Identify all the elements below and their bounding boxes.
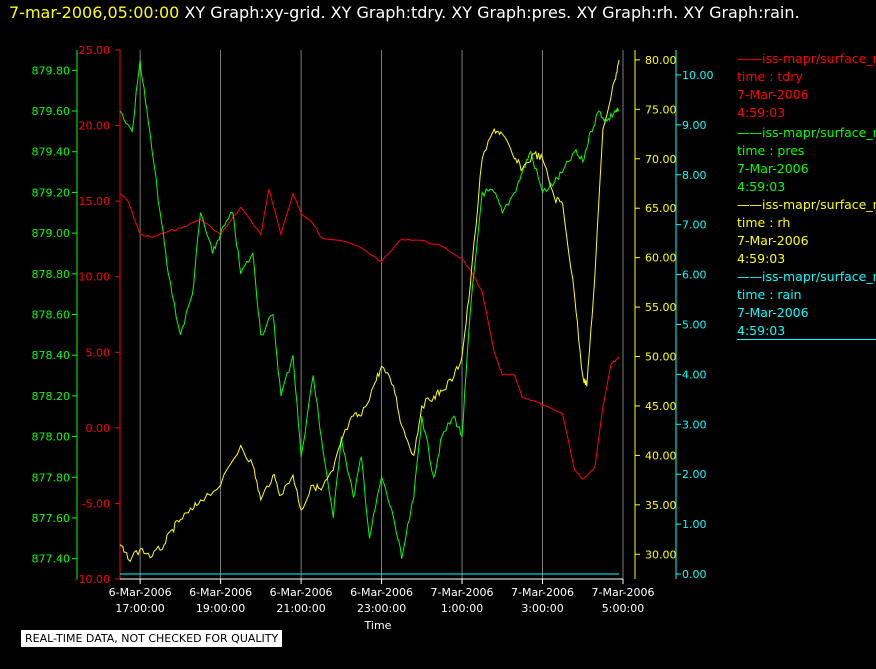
x-axis-label: Time [364, 619, 392, 632]
legend-name: ——iss-mapr/surface_n [737, 269, 876, 284]
rh-tick-label: 50.00 [645, 351, 677, 364]
x-tick-date-label: 7-Mar-2006 [592, 586, 655, 599]
tdry-tick-label: -10.00 [75, 573, 110, 586]
pres-tick-label: 878.40 [32, 349, 71, 362]
rain-tick-label: 10.00 [682, 69, 714, 82]
x-tick-date-label: 7-Mar-2006 [431, 586, 494, 599]
rh-tick-label: 80.00 [645, 54, 677, 67]
legend-var: time : pres [737, 143, 805, 158]
rain-tick-label: 6.00 [682, 269, 707, 282]
rain-tick-label: 9.00 [682, 119, 707, 132]
pres-tick-label: 877.80 [32, 471, 71, 484]
rh-tick-label: 60.00 [645, 252, 677, 265]
legend-time: 4:59:03 [737, 251, 786, 266]
x-tick-time-label: 3:00:00 [521, 602, 563, 615]
quality-disclaimer: REAL-TIME DATA, NOT CHECKED FOR QUALITY [21, 630, 283, 647]
legend-bottom-rule [737, 339, 876, 340]
pres-tick-label: 879.60 [32, 105, 71, 118]
rain-tick-label: 1.00 [682, 518, 707, 531]
x-tick-time-label: 5:00:00 [602, 602, 644, 615]
rain-tick-label: 3.00 [682, 418, 707, 431]
rh-tick-label: 75.00 [645, 103, 677, 116]
title-timestamp: 7-mar-2006,05:00:00 [9, 3, 180, 22]
x-tick-time-label: 1:00:00 [441, 602, 483, 615]
rh-tick-label: 30.00 [645, 548, 677, 561]
pres-tick-label: 878.20 [32, 390, 71, 403]
series-line-tdry [119, 188, 620, 480]
legend-var: time : tdry [737, 69, 803, 84]
legend-time: 4:59:03 [737, 105, 786, 120]
tdry-tick-label: 10.00 [79, 271, 111, 284]
rain-tick-label: 8.00 [682, 169, 707, 182]
x-tick-date-label: 6-Mar-2006 [109, 586, 172, 599]
pres-tick-label: 878.00 [32, 431, 71, 444]
legend-var: time : rh [737, 215, 791, 230]
pres-tick-label: 879.80 [32, 64, 71, 77]
legend-date: 7-Mar-2006 [737, 87, 809, 102]
rain-tick-label: 2.00 [682, 468, 707, 481]
x-tick-date-label: 6-Mar-2006 [270, 586, 333, 599]
pres-tick-label: 877.40 [32, 553, 71, 566]
tdry-tick-label: -5.00 [82, 497, 110, 510]
series-line-pres [119, 60, 620, 559]
rain-tick-label: 0.00 [682, 568, 707, 581]
pres-tick-label: 878.80 [32, 268, 71, 281]
legend-time: 4:59:03 [737, 323, 786, 338]
tdry-tick-label: 15.00 [79, 195, 111, 208]
x-tick-time-label: 21:00:00 [276, 602, 325, 615]
pres-tick-label: 879.40 [32, 146, 71, 159]
legend-date: 7-Mar-2006 [737, 161, 809, 176]
tdry-tick-label: 0.00 [86, 422, 111, 435]
rain-tick-label: 7.00 [682, 219, 707, 232]
pres-tick-label: 878.60 [32, 309, 71, 322]
chart-title: 7-mar-2006,05:00:00 XY Graph:xy-grid. XY… [9, 3, 800, 22]
x-tick-time-label: 19:00:00 [196, 602, 245, 615]
rh-tick-label: 40.00 [645, 449, 677, 462]
rh-tick-label: 65.00 [645, 202, 677, 215]
legend-time: 4:59:03 [737, 179, 786, 194]
rh-tick-label: 70.00 [645, 153, 677, 166]
rain-tick-label: 5.00 [682, 318, 707, 331]
rain-tick-label: 4.00 [682, 368, 707, 381]
x-tick-date-label: 6-Mar-2006 [189, 586, 252, 599]
rh-tick-label: 35.00 [645, 499, 677, 512]
tdry-tick-label: 25.00 [79, 44, 111, 57]
title-graph-list: XY Graph:xy-grid. XY Graph:tdry. XY Grap… [184, 3, 800, 22]
x-tick-time-label: 23:00:00 [357, 602, 406, 615]
legend-var: time : rain [737, 287, 802, 302]
legend-name: ——iss-mapr/surface_n [737, 51, 876, 66]
rh-tick-label: 55.00 [645, 301, 677, 314]
pres-tick-label: 879.20 [32, 186, 71, 199]
x-tick-date-label: 6-Mar-2006 [350, 586, 413, 599]
legend-name: ——iss-mapr/surface_n [737, 125, 876, 140]
legend-date: 7-Mar-2006 [737, 233, 809, 248]
pres-tick-label: 879.00 [32, 227, 71, 240]
rh-tick-label: 45.00 [645, 400, 677, 413]
tdry-tick-label: 5.00 [86, 346, 111, 359]
legend-name: ——iss-mapr/surface_n [737, 197, 876, 212]
legend-date: 7-Mar-2006 [737, 305, 809, 320]
x-tick-date-label: 7-Mar-2006 [511, 586, 574, 599]
series-line-rh [119, 59, 620, 563]
tdry-tick-label: 20.00 [79, 120, 111, 133]
x-tick-time-label: 17:00:00 [115, 602, 164, 615]
pres-tick-label: 877.60 [32, 512, 71, 525]
